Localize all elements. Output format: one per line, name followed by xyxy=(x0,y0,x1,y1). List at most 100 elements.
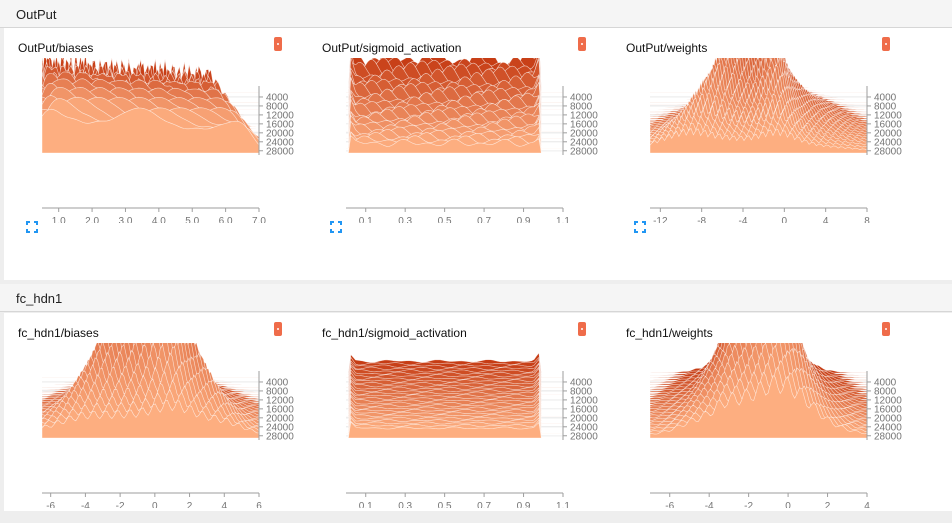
step-tick-label: 16000 xyxy=(266,404,294,415)
step-tick-label: 4000 xyxy=(570,377,593,388)
x-tick-label: -12 xyxy=(653,216,668,223)
step-tick-label: 16000 xyxy=(570,404,598,415)
card-title: fc_hdn1/sigmoid_activation xyxy=(322,326,467,340)
expand-icon[interactable] xyxy=(330,221,342,233)
section-title: OutPut xyxy=(16,7,57,22)
x-tick-label: -6 xyxy=(46,501,55,508)
menu-badge-icon[interactable] xyxy=(882,37,890,51)
x-tick-label: 3.0 xyxy=(119,216,133,223)
step-tick-label: 28000 xyxy=(570,431,598,442)
card-title: fc_hdn1/biases xyxy=(18,326,99,340)
section-body-fc-hdn1: fc_hdn1/biases -6 -4 -2 0 2 4 6 4000 8000 12000 16… xyxy=(4,313,952,511)
step-tick-label: 24000 xyxy=(266,137,294,148)
menu-badge-icon[interactable] xyxy=(274,322,282,336)
histogram-card: fc_hdn1/weights -6 -4 -2 0 2 4 4000 8000 12000 16… xyxy=(612,313,912,523)
step-tick-label: 28000 xyxy=(266,431,294,442)
step-tick-label: 4000 xyxy=(874,377,897,388)
histogram-chart: -12 -8 -4 0 4 8 400080001200016000200002400028… xyxy=(649,58,902,223)
x-tick-label: -4 xyxy=(739,216,748,223)
histogram-chart: 1.0 2.0 3.0 4.0 5.0 6.0 7.04000800012000160002… xyxy=(41,58,294,223)
x-tick-label: -4 xyxy=(705,501,714,508)
step-tick-label: 24000 xyxy=(874,137,902,148)
x-tick-label: 0 xyxy=(152,501,158,508)
step-tick-label: 4000 xyxy=(266,377,289,388)
x-tick-label: 4 xyxy=(823,216,829,223)
step-tick-label: 28000 xyxy=(874,146,902,157)
step-tick-label: 4000 xyxy=(570,92,593,103)
section-title: fc_hdn1 xyxy=(16,291,63,306)
section-header-fc-hdn1[interactable]: fc_hdn1 xyxy=(0,284,952,312)
step-tick-label: 24000 xyxy=(570,422,598,433)
step-tick-label: 16000 xyxy=(874,119,902,130)
expand-icon[interactable] xyxy=(26,221,38,233)
step-tick-label: 8000 xyxy=(874,101,897,112)
menu-badge-icon[interactable] xyxy=(274,37,282,51)
x-tick-label: -4 xyxy=(81,501,90,508)
x-tick-label: 0.7 xyxy=(477,501,491,508)
step-tick-label: 4000 xyxy=(874,92,897,103)
step-tick-label: 12000 xyxy=(266,110,294,121)
x-tick-label: 6.0 xyxy=(219,216,233,223)
histogram-ridge xyxy=(649,127,868,154)
x-tick-label: 8 xyxy=(864,216,870,223)
step-tick-label: 8000 xyxy=(266,101,289,112)
menu-badge-icon[interactable] xyxy=(578,37,586,51)
card-title: OutPut/weights xyxy=(626,41,708,55)
x-tick-label: -2 xyxy=(744,501,753,508)
step-tick-label: 20000 xyxy=(570,413,598,424)
step-tick-label: 12000 xyxy=(874,395,902,406)
x-tick-label: 0 xyxy=(782,216,788,223)
step-tick-label: 28000 xyxy=(266,146,294,157)
step-tick-label: 16000 xyxy=(570,119,598,130)
menu-badge-icon[interactable] xyxy=(578,322,586,336)
histogram-card: OutPut/biases 1.0 2.0 3.0 4.0 5.0 6.0 7.0 4000 8… xyxy=(4,28,304,238)
x-tick-label: 6 xyxy=(256,501,262,508)
step-tick-label: 12000 xyxy=(570,395,598,406)
histogram-chart: 0.1 0.3 0.5 0.7 0.9 1.1 4000800012000160002000… xyxy=(345,352,598,508)
section-header-output[interactable]: OutPut xyxy=(0,0,952,28)
histogram-ridge xyxy=(346,421,563,439)
step-tick-label: 24000 xyxy=(570,137,598,148)
step-tick-label: 24000 xyxy=(266,422,294,433)
histogram-chart: -6 -4 -2 0 2 4 4000800012000160002000024000280… xyxy=(649,343,902,508)
step-tick-label: 8000 xyxy=(570,386,593,397)
step-tick-label: 20000 xyxy=(266,413,294,424)
x-tick-label: -2 xyxy=(116,501,125,508)
step-tick-label: 12000 xyxy=(874,110,902,121)
x-tick-label: 2.0 xyxy=(85,216,99,223)
step-tick-label: 28000 xyxy=(570,146,598,157)
x-tick-label: 0.1 xyxy=(359,216,373,223)
histogram-card: OutPut/weights -12 -8 -4 0 4 8 4000 8000 12000 16… xyxy=(612,28,912,238)
x-tick-label: 0.3 xyxy=(398,501,412,508)
menu-badge-icon[interactable] xyxy=(882,322,890,336)
x-tick-label: 1.1 xyxy=(556,216,570,223)
x-tick-label: 0.3 xyxy=(398,216,412,223)
histogram-ridge xyxy=(649,374,868,439)
step-tick-label: 8000 xyxy=(874,386,897,397)
x-tick-label: 0.7 xyxy=(477,216,491,223)
x-tick-label: 0.5 xyxy=(438,216,452,223)
step-tick-label: 20000 xyxy=(266,128,294,139)
x-tick-label: 4.0 xyxy=(152,216,166,223)
card-title: OutPut/sigmoid_activation xyxy=(322,41,462,55)
histogram-card: OutPut/sigmoid_activation 0.1 0.3 0.5 0.7 0.… xyxy=(308,28,608,238)
x-tick-label: 1.0 xyxy=(52,216,66,223)
x-tick-label: 4 xyxy=(864,501,870,508)
x-tick-label: -6 xyxy=(665,501,674,508)
step-tick-label: 20000 xyxy=(874,413,902,424)
x-tick-label: 0.1 xyxy=(359,501,373,508)
step-tick-label: 8000 xyxy=(266,386,289,397)
x-tick-label: 0 xyxy=(785,501,791,508)
histogram-ridge xyxy=(41,107,260,154)
step-tick-label: 4000 xyxy=(266,92,289,103)
histogram-card: fc_hdn1/sigmoid_activation 0.1 0.3 0.5 0.7 0… xyxy=(308,313,608,523)
x-tick-label: 2 xyxy=(187,501,193,508)
histogram-ridge xyxy=(41,399,260,439)
step-tick-label: 20000 xyxy=(570,128,598,139)
card-title: fc_hdn1/weights xyxy=(626,326,713,340)
histogram-card: fc_hdn1/biases -6 -4 -2 0 2 4 6 4000 8000 12000 16… xyxy=(4,313,304,523)
histogram-chart: -6 -4 -2 0 2 4 6 400080001200016000200002400028… xyxy=(41,343,294,508)
x-tick-label: 0.5 xyxy=(438,501,452,508)
step-tick-label: 8000 xyxy=(570,101,593,112)
expand-icon[interactable] xyxy=(634,221,646,233)
